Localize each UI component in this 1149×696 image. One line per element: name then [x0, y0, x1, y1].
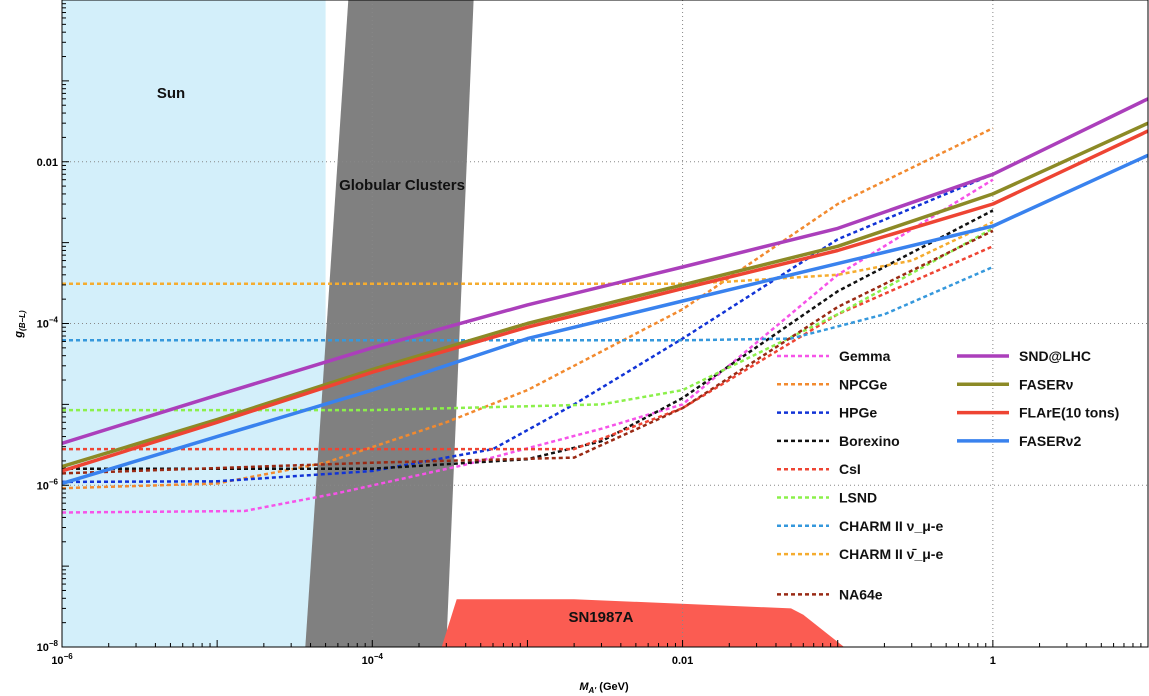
legend-item-hpge: HPGe [777, 405, 877, 421]
legend: Gemma NPCGe HPGe Borexino CsI LSND CHARM II ν_… [777, 348, 1119, 602]
region-label-sn1987a: SN1987A [568, 609, 633, 626]
series-line-flare-10-tons [62, 129, 1148, 473]
region-sn1987a [441, 599, 845, 647]
legend-label: FLArE(10 tons) [1019, 405, 1119, 421]
x-axis-label: MA' (GeV) [579, 681, 629, 695]
legend-label: CHARM II ν̄_μ-e [839, 546, 943, 562]
legend-label: CsI [839, 461, 861, 477]
legend-item-gemma: Gemma [777, 348, 891, 364]
grid-lines [62, 0, 1148, 647]
series-lines [62, 97, 1148, 514]
legend-item-lsnd: LSND [777, 490, 877, 506]
legend-item-npcge: NPCGe [777, 376, 887, 392]
legend-item-na64e: NA64e [777, 586, 883, 602]
legend-label: FASERν [1019, 376, 1074, 392]
legend-item-snd-lhc: SND@LHC [957, 348, 1091, 364]
series-line-csi [62, 245, 994, 451]
legend-item-charm-ii-e: CHARM II ν̄_μ-e [777, 546, 943, 562]
legend-label: LSND [839, 490, 877, 506]
region-label-sun: Sun [157, 85, 185, 102]
legend-label: CHARM II ν_μ-e [839, 518, 943, 534]
legend-label: Gemma [839, 348, 891, 364]
x-tick-label: 1 [990, 655, 996, 667]
legend-item-borexino: Borexino [777, 433, 900, 449]
legend-item-charm-ii-e: CHARM II ν_μ-e [777, 518, 943, 534]
series-line-faser [62, 121, 1148, 469]
legend-label: HPGe [839, 405, 877, 421]
region-globular-clusters [305, 0, 474, 647]
legend-label: Borexino [839, 433, 900, 449]
series-line-gemma [62, 178, 994, 514]
region-label-globular-clusters: Globular Clusters [339, 177, 465, 194]
series-line-faser-2 [62, 153, 1148, 486]
y-tick-label: 0.01 [37, 157, 58, 169]
series-line-borexino [62, 209, 994, 470]
legend-item-csi: CsI [777, 461, 861, 477]
legend-item-faser: FASERν [957, 376, 1074, 392]
x-tick-label: 0.01 [672, 655, 693, 667]
legend-label: NA64e [839, 586, 883, 602]
series-line-snd-lhc [62, 97, 1148, 445]
series-line-npcge [62, 127, 994, 490]
legend-label: SND@LHC [1019, 348, 1091, 364]
legend-label: FASERν2 [1019, 433, 1081, 449]
legend-item-faser-2: FASERν2 [957, 433, 1081, 449]
legend-label: NPCGe [839, 376, 887, 392]
axis-ticks: 10−6 10−4 0.01 110−810−610−40.01 [37, 3, 1142, 667]
legend-item-flare-10-tons: FLArE(10 tons) [957, 405, 1119, 421]
